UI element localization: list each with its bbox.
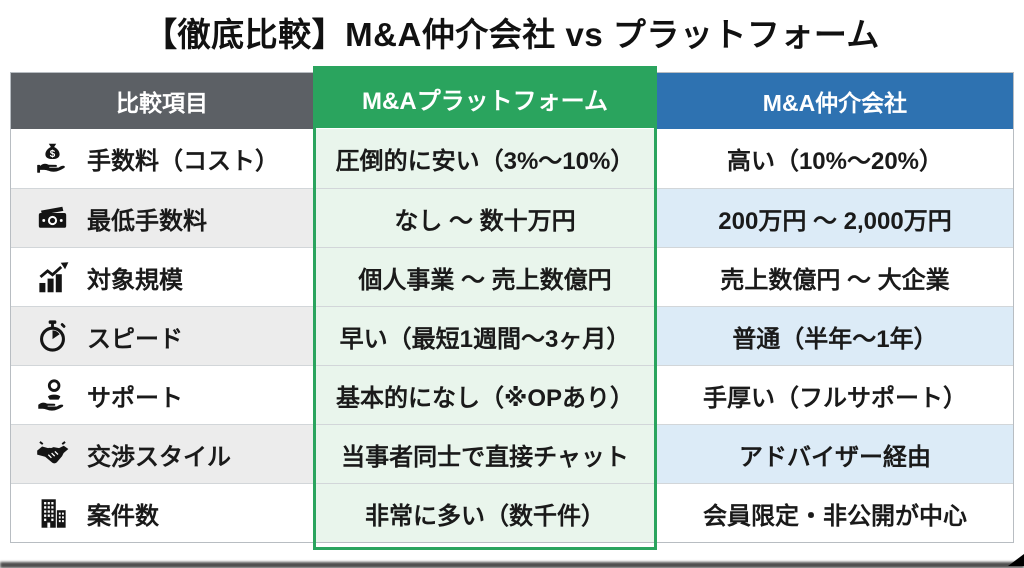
broker-value: 200万円 〜 2,000万円	[657, 188, 1013, 247]
row-label: 交渉スタイル	[87, 443, 231, 471]
money-hand-icon: $	[33, 140, 71, 178]
cell-text: アドバイザー経由	[739, 443, 931, 471]
stopwatch-icon	[33, 317, 71, 355]
cell-text: 売上数億円 〜 大企業	[720, 266, 950, 294]
platform-value: なし 〜 数十万円	[313, 188, 657, 247]
column-header-broker-label: M&A仲介会社	[762, 90, 908, 116]
column-header-item: 比較項目	[11, 73, 313, 129]
broker-value: 売上数億円 〜 大企業	[657, 247, 1013, 306]
cell-text: 早い（最短1週間〜3ヶ月）	[339, 325, 631, 353]
handshake-icon	[33, 435, 71, 473]
cell-text: 圧倒的に安い（3%〜10%）	[335, 148, 635, 175]
row-label: 案件数	[87, 502, 159, 530]
cell-text: 普通（半年〜1年）	[732, 325, 938, 353]
cell-text: 非常に多い（数千件）	[365, 502, 605, 530]
comparison-table: 比較項目 M&A仲介会社 $ 手数料（コスト） 圧倒的に安い（3%〜10%） 高…	[10, 72, 1014, 543]
bottom-right-artifact	[1008, 554, 1024, 566]
table-row-item: 案件数	[11, 483, 313, 542]
cell-text: 高い（10%〜20%）	[726, 148, 944, 175]
column-header-platform-placeholder	[313, 73, 657, 129]
svg-text:$: $	[49, 149, 55, 160]
row-label: 手数料（コスト）	[87, 148, 279, 175]
growth-chart-icon	[33, 258, 71, 296]
table-row-item: 対象規模	[11, 247, 313, 306]
table-row-item: サポート	[11, 365, 313, 424]
broker-value: 手厚い（フルサポート）	[657, 365, 1013, 424]
cell-text: 個人事業 〜 売上数億円	[358, 266, 612, 294]
cell-text: 当事者同士で直接チャット	[341, 443, 629, 471]
row-label: 最低手数料	[87, 207, 207, 235]
cell-text: 200万円 〜 2,000万円	[718, 207, 952, 235]
column-header-broker: M&A仲介会社	[657, 73, 1013, 129]
cell-text: 手厚い（フルサポート）	[703, 384, 967, 412]
platform-value: 基本的になし（※OPあり）	[313, 365, 657, 424]
banknote-icon	[33, 199, 71, 237]
column-header-item-label: 比較項目	[116, 90, 208, 116]
buildings-icon	[33, 494, 71, 532]
cell-text: 基本的になし（※OPあり）	[335, 384, 634, 412]
table-row-item: スピード	[11, 306, 313, 365]
row-label: スピード	[87, 325, 183, 353]
page-title: 【徹底比較】M&A仲介会社 vs プラットフォーム	[144, 16, 880, 53]
table-row-item: $ 手数料（コスト）	[11, 129, 313, 188]
table-row-item: 最低手数料	[11, 188, 313, 247]
cell-text: 会員限定・非公開が中心	[703, 502, 967, 530]
platform-value: 非常に多い（数千件）	[313, 483, 657, 542]
broker-value: 高い（10%〜20%）	[657, 129, 1013, 188]
bottom-crop-artifact	[0, 562, 1024, 568]
cell-text: なし 〜 数十万円	[394, 207, 576, 235]
platform-value: 圧倒的に安い（3%〜10%）	[313, 129, 657, 188]
platform-value: 早い（最短1週間〜3ヶ月）	[313, 306, 657, 365]
row-label: サポート	[87, 384, 183, 412]
broker-value: アドバイザー経由	[657, 424, 1013, 483]
support-icon	[33, 376, 71, 414]
table-row-item: 交渉スタイル	[11, 424, 313, 483]
broker-value: 会員限定・非公開が中心	[657, 483, 1013, 542]
row-label: 対象規模	[87, 266, 183, 294]
platform-value: 当事者同士で直接チャット	[313, 424, 657, 483]
platform-value: 個人事業 〜 売上数億円	[313, 247, 657, 306]
broker-value: 普通（半年〜1年）	[657, 306, 1013, 365]
